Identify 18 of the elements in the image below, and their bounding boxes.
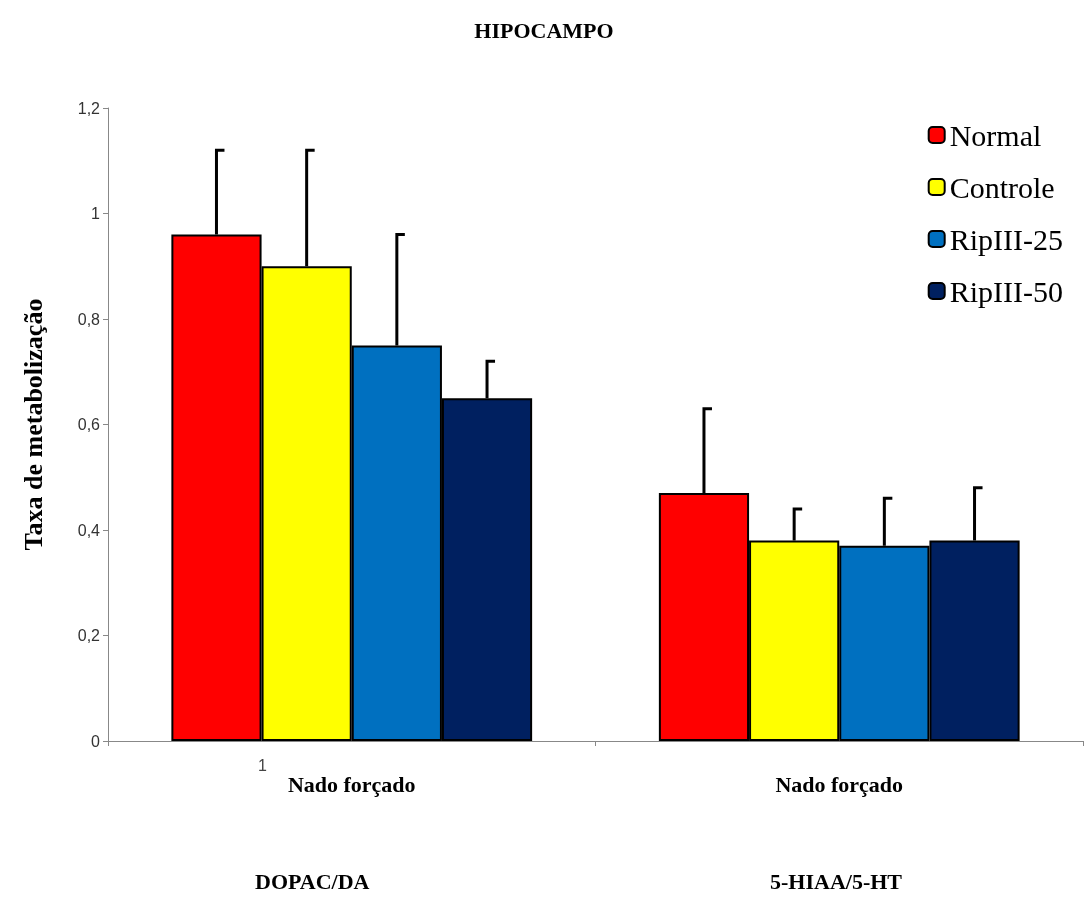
legend-label: RipIII-25: [949, 222, 1064, 256]
y-tick-label: 0,6: [77, 416, 101, 433]
x-tick-label: Nado forçado: [287, 771, 416, 797]
text: 1: [258, 756, 267, 774]
y-tick-label: 0: [91, 732, 101, 750]
y-tick-label: 0,2: [77, 627, 101, 644]
legend-label: RipIII-50: [949, 274, 1064, 308]
chart-title: HIPOCAMPO: [474, 17, 614, 43]
y-axis-title: Taxa de metabolização: [18, 298, 48, 551]
y-tick-label: 0,4: [77, 521, 101, 539]
legend-label: Controle: [949, 170, 1055, 204]
y-tick-label: 1,2: [77, 99, 101, 117]
y-tick-label: 1: [91, 205, 101, 222]
y-tick-label: 0,8: [77, 310, 101, 328]
legend-label: Normal: [949, 118, 1042, 152]
text: DOPAC/DA: [255, 868, 370, 894]
x-tick-label: Nado forçado: [775, 771, 904, 797]
text: 5-HIAA/5-HT: [770, 868, 903, 894]
